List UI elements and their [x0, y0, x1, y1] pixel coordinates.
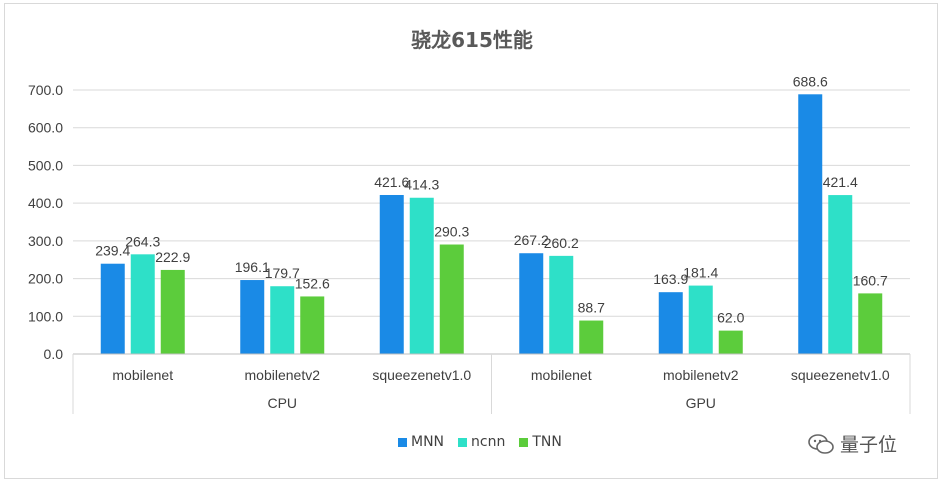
- data-label: 290.3: [434, 224, 469, 240]
- data-label: 62.0: [717, 310, 744, 326]
- group-label-cpu: CPU: [267, 395, 297, 411]
- data-label: 88.7: [578, 300, 605, 316]
- bar-ncnn: [409, 197, 434, 354]
- y-tick-label: 100.0: [28, 308, 63, 324]
- data-label: 260.2: [544, 235, 579, 251]
- y-tick-label: 400.0: [28, 195, 63, 211]
- bar-mnn: [379, 194, 404, 354]
- data-label: 421.4: [823, 174, 858, 190]
- legend-label-tnn: TNN: [532, 434, 562, 450]
- data-label: 414.3: [404, 177, 439, 193]
- legend-swatch-ncnn: [458, 437, 468, 447]
- data-label: 163.9: [653, 271, 688, 287]
- y-tick-label: 0.0: [44, 346, 64, 362]
- data-label: 160.7: [853, 272, 888, 288]
- watermark: 量子位: [808, 430, 897, 457]
- data-label: 196.1: [235, 259, 270, 275]
- legend-swatch-mnn: [398, 437, 407, 447]
- bar-tnn: [160, 269, 185, 354]
- y-tick-label: 300.0: [28, 233, 63, 249]
- x-tick-label: mobilenetv2: [245, 367, 321, 383]
- bar-tnn: [579, 320, 604, 354]
- x-tick-label: mobilenetv2: [663, 367, 739, 383]
- data-label: 152.6: [295, 275, 330, 291]
- data-label: 222.9: [155, 249, 190, 265]
- legend-label-mnn: MNN: [411, 434, 445, 450]
- bar-tnn: [300, 296, 325, 354]
- y-tick-label: 200.0: [28, 271, 63, 287]
- bar-mnn: [100, 263, 125, 354]
- bar-mnn: [240, 280, 265, 354]
- bar-tnn: [858, 293, 883, 354]
- bar-ncnn: [688, 285, 713, 354]
- group-label-gpu: GPU: [686, 395, 716, 411]
- bar-mnn: [519, 253, 544, 354]
- data-label: 181.4: [683, 265, 718, 281]
- data-label: 421.6: [374, 174, 409, 190]
- y-tick-label: 700.0: [28, 82, 63, 98]
- data-label: 239.4: [95, 243, 130, 259]
- bar-tnn: [439, 244, 464, 354]
- data-label: 179.7: [265, 265, 300, 281]
- x-tick-label: squeezenetv1.0: [372, 367, 471, 383]
- bar-ncnn: [549, 255, 574, 354]
- legend-item-mnn: MNN: [398, 434, 444, 450]
- legend-swatch-tnn: [519, 437, 529, 447]
- legend: MNN ncnn TNN: [398, 434, 576, 450]
- x-tick-label: squeezenetv1.0: [791, 367, 890, 383]
- x-tick-label: mobilenet: [112, 367, 173, 383]
- x-tick-label: mobilenet: [531, 367, 592, 383]
- data-label: 264.3: [125, 233, 160, 249]
- chart-title: 骁龙615性能: [411, 28, 533, 52]
- y-tick-label: 500.0: [28, 157, 63, 173]
- bar-tnn: [718, 330, 743, 354]
- data-label: 688.6: [793, 73, 828, 89]
- bar-ncnn: [270, 286, 295, 354]
- watermark-text: 量子位: [840, 434, 898, 456]
- legend-label-ncnn: ncnn: [471, 434, 506, 450]
- legend-item-tnn: TNN: [519, 434, 562, 450]
- bar-mnn: [658, 292, 683, 354]
- y-tick-label: 600.0: [28, 120, 63, 136]
- legend-item-ncnn: ncnn: [458, 434, 505, 450]
- data-label: 267.2: [514, 232, 549, 248]
- wechat-icon: [808, 433, 834, 454]
- bar-mnn: [798, 94, 823, 354]
- bar-ncnn: [130, 254, 155, 354]
- bar-ncnn: [828, 195, 853, 354]
